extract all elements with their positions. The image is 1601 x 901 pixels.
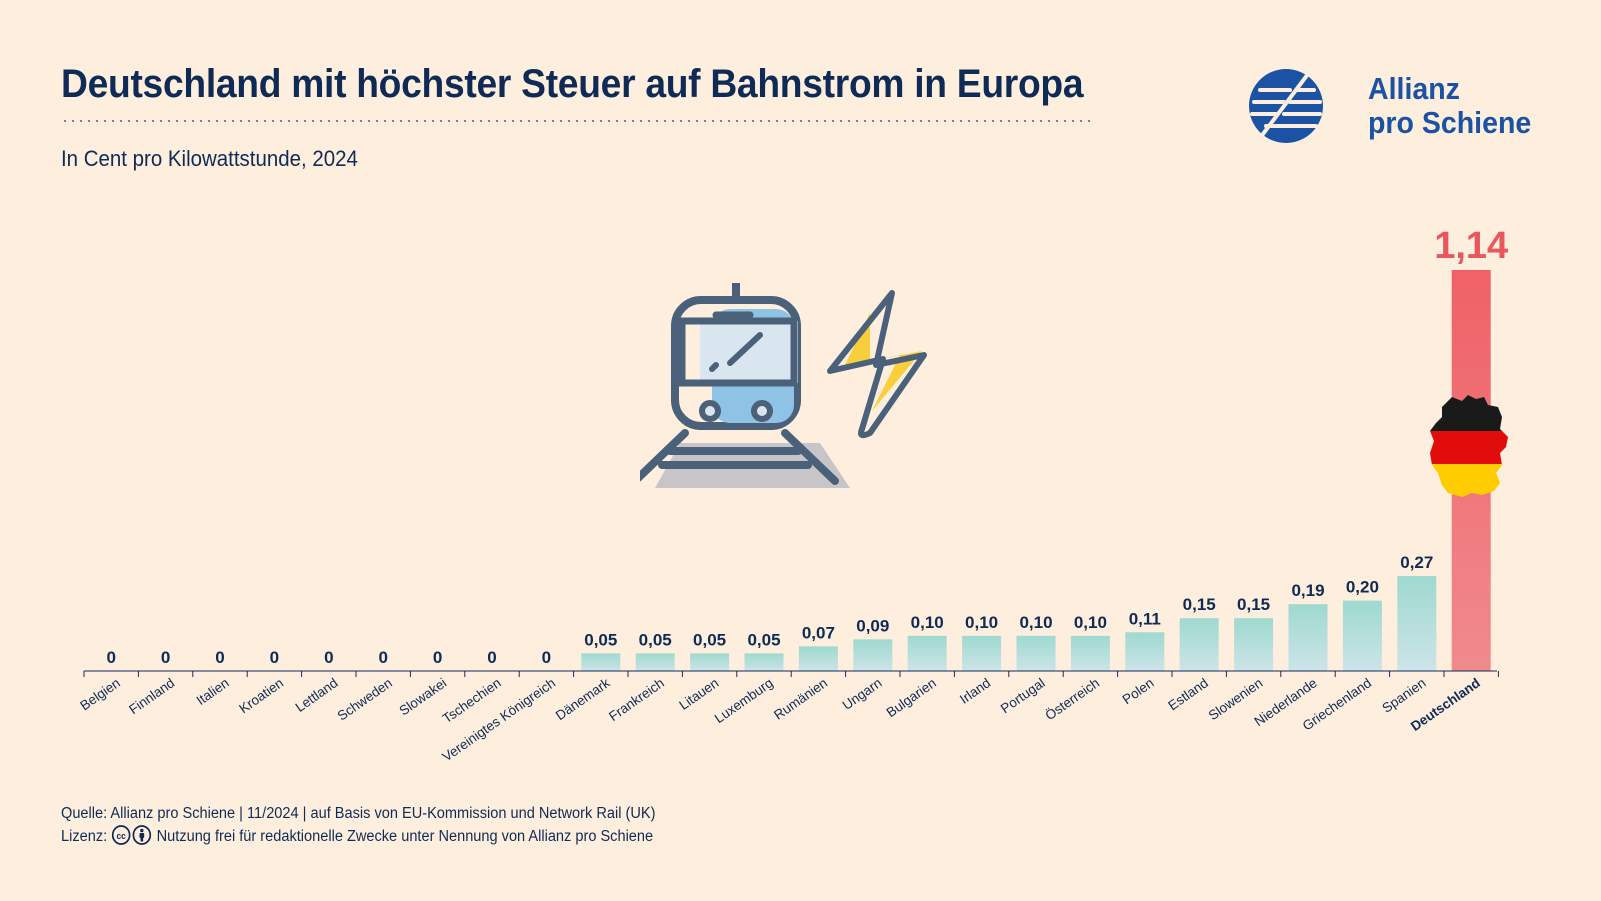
value-label: 0,07 <box>802 623 835 642</box>
value-label: 0 <box>324 648 333 667</box>
value-label: 0 <box>542 648 551 667</box>
bar-rumänien <box>798 646 838 671</box>
bar-spanien <box>1397 576 1437 671</box>
lightning-icon <box>827 290 927 439</box>
license-text: Nutzung frei für redaktionelle Zwecke un… <box>156 828 654 845</box>
svg-text:cc: cc <box>117 831 127 841</box>
category-label: Luxemburg <box>712 675 776 726</box>
logo-mark-icon <box>1249 69 1323 143</box>
category-label: Portugal <box>998 675 1048 716</box>
category-label: Dänemark <box>553 675 613 723</box>
category-label: Finnland <box>126 675 177 717</box>
chart-subtitle: In Cent pro Kilowattstunde, 2024 <box>61 146 358 171</box>
title-divider <box>61 120 1094 122</box>
chart-title: Deutschland mit höchster Steuer auf Bahn… <box>61 62 1084 106</box>
value-label: 0 <box>215 648 224 667</box>
footer: Quelle: Allianz pro Schiene | 11/2024 | … <box>61 803 655 848</box>
bar-litauen <box>690 653 730 671</box>
value-label: 0,15 <box>1183 595 1216 614</box>
category-label: Irland <box>957 675 993 707</box>
value-label: 0 <box>378 648 387 667</box>
by-icon <box>132 825 152 845</box>
value-label: 0,10 <box>1019 613 1052 632</box>
bar-luxemburg <box>744 653 784 671</box>
value-label: 0 <box>433 648 442 667</box>
bar-dänemark <box>581 653 621 671</box>
category-label: Belgien <box>77 675 123 713</box>
bar-irland <box>962 635 1002 671</box>
source-text: Quelle: Allianz pro Schiene | 11/2024 | … <box>61 805 656 822</box>
bar-griechenland <box>1342 600 1382 671</box>
value-label: 0,19 <box>1291 581 1324 600</box>
category-label: Spanien <box>1379 675 1428 716</box>
bar-estland <box>1179 618 1219 671</box>
value-label: 0,05 <box>639 630 672 649</box>
bar-ungarn <box>853 639 893 671</box>
bar-slowenien <box>1234 618 1274 671</box>
value-label: 0,05 <box>693 630 726 649</box>
category-label: Kroatien <box>236 675 286 716</box>
bar-polen <box>1125 632 1165 671</box>
bar-portugal <box>1016 635 1056 671</box>
bar-österreich <box>1070 635 1110 671</box>
value-label: 0 <box>106 648 115 667</box>
logo-line-2: pro Schiene <box>1368 105 1532 140</box>
logo-text: Allianz pro Schiene <box>1368 72 1531 140</box>
value-label: 0,09 <box>856 616 889 635</box>
value-label: 0,27 <box>1400 553 1433 572</box>
category-label: Italien <box>194 675 232 708</box>
category-label: Schweden <box>335 675 395 723</box>
license-line: Lizenz: cc Nutzung frei für redaktionell… <box>61 825 655 848</box>
category-label: Ungarn <box>840 675 885 713</box>
allianz-pro-schiene-logo: Allianz pro Schiene <box>1249 68 1562 148</box>
value-label: 0 <box>161 648 170 667</box>
value-label: 0 <box>270 648 279 667</box>
value-label: 0,15 <box>1237 595 1270 614</box>
category-label: Österreich <box>1042 675 1102 723</box>
train-icon <box>640 283 927 488</box>
category-label: Estland <box>1165 675 1210 713</box>
category-label: Frankreich <box>606 675 667 724</box>
category-label: Polen <box>1120 675 1157 707</box>
value-label: 0,10 <box>965 613 998 632</box>
value-label: 0 <box>487 648 496 667</box>
value-label: 0,11 <box>1129 609 1161 628</box>
bar-niederlande <box>1288 604 1328 671</box>
bar-bulgarien <box>907 635 947 671</box>
category-label: Lettland <box>293 675 341 715</box>
bar-frankreich <box>635 653 675 671</box>
cc-icon: cc <box>112 825 131 845</box>
value-label: 1,14 <box>1434 225 1508 267</box>
value-label: 0,10 <box>911 613 944 632</box>
value-label: 0,20 <box>1346 578 1379 597</box>
germany-flag-map-icon <box>1430 395 1508 497</box>
value-label: 0,10 <box>1074 613 1107 632</box>
category-label: Litauen <box>676 675 721 713</box>
logo-line-1: Allianz <box>1368 71 1460 106</box>
category-label: Bulgarien <box>884 675 939 720</box>
value-label: 0,05 <box>747 630 780 649</box>
license-label: Lizenz: <box>61 828 108 845</box>
category-label: Rumänien <box>771 675 830 723</box>
value-label: 0,05 <box>584 630 617 649</box>
